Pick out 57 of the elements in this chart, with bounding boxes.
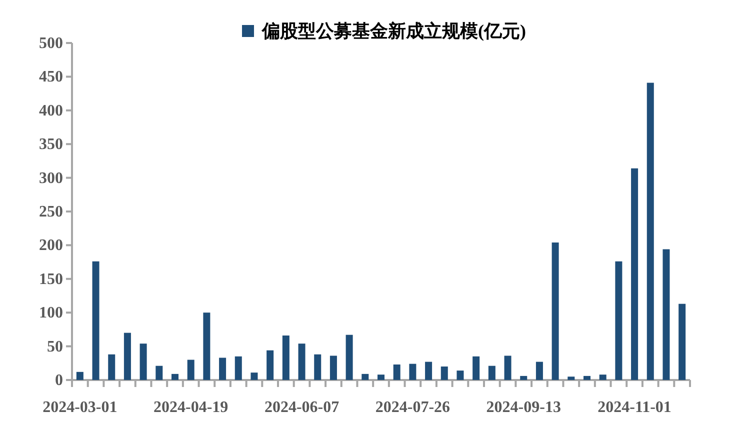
bar bbox=[631, 168, 638, 380]
bar bbox=[409, 364, 416, 380]
bar bbox=[172, 374, 178, 380]
bar bbox=[282, 336, 290, 380]
bar bbox=[378, 374, 384, 380]
x-tick-label: 2024-04-19 bbox=[154, 399, 228, 416]
bar bbox=[250, 372, 258, 380]
y-tick-label: 150 bbox=[39, 270, 63, 288]
bar bbox=[234, 356, 242, 380]
bar bbox=[314, 354, 322, 380]
y-tick-label: 200 bbox=[39, 237, 63, 254]
y-tick-label: 400 bbox=[39, 102, 63, 120]
bar bbox=[124, 332, 131, 380]
x-tick-label: 2024-06-07 bbox=[264, 399, 340, 416]
y-tick-label: 50 bbox=[47, 338, 63, 356]
bar bbox=[76, 372, 84, 380]
bar bbox=[156, 366, 163, 380]
bar bbox=[552, 242, 559, 380]
bar bbox=[678, 304, 686, 380]
y-tick-label: 250 bbox=[39, 204, 63, 220]
bar bbox=[108, 354, 116, 380]
bar bbox=[568, 376, 575, 380]
bar bbox=[187, 360, 194, 380]
x-tick-label: 2024-03-01 bbox=[42, 399, 118, 416]
bar bbox=[504, 356, 512, 380]
x-tick-label: 2024-07-26 bbox=[375, 399, 450, 416]
bar bbox=[346, 334, 353, 380]
bar bbox=[362, 374, 369, 380]
bar bbox=[520, 376, 528, 380]
bar bbox=[536, 362, 543, 380]
bar bbox=[472, 356, 480, 380]
bar bbox=[646, 82, 654, 380]
bar bbox=[219, 358, 226, 380]
bar bbox=[662, 249, 670, 380]
bar bbox=[330, 356, 337, 380]
bar bbox=[456, 370, 464, 380]
x-tick-label: 2024-11-01 bbox=[598, 399, 672, 416]
bar bbox=[203, 312, 210, 380]
bar bbox=[266, 350, 274, 380]
bar bbox=[92, 261, 100, 380]
y-tick-label: 500 bbox=[39, 35, 63, 52]
y-tick-label: 100 bbox=[39, 304, 63, 322]
bar bbox=[599, 374, 606, 380]
bar bbox=[140, 344, 147, 380]
bar bbox=[615, 261, 622, 380]
bar bbox=[440, 366, 448, 380]
bar bbox=[584, 376, 590, 380]
legend-label: 偏股型公募基金新成立规模(亿元) bbox=[261, 21, 526, 41]
bar bbox=[393, 364, 400, 380]
y-tick-label: 0 bbox=[55, 372, 63, 389]
y-tick-label: 300 bbox=[39, 170, 63, 187]
bar bbox=[298, 344, 306, 380]
bar bbox=[488, 366, 496, 380]
x-tick-label: 2024-09-13 bbox=[486, 399, 561, 416]
y-tick-label: 350 bbox=[39, 136, 63, 154]
bar bbox=[425, 362, 432, 380]
y-tick-label: 450 bbox=[39, 68, 63, 86]
